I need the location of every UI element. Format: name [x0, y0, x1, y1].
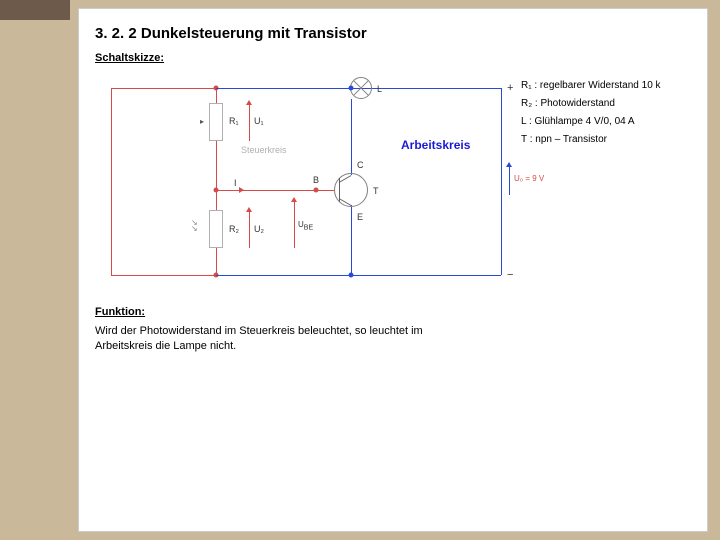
resistor-r1 — [209, 103, 223, 141]
label-l: L — [377, 84, 382, 94]
label-r2: R₂ — [229, 224, 239, 234]
node-base — [314, 188, 319, 193]
node-mid-branch — [214, 188, 219, 193]
node-lamp-top — [349, 86, 354, 91]
slide-page: 3. 2. 2 Dunkelsteuerung mit Transistor S… — [78, 8, 708, 532]
label-u0: U₀ = 9 V — [514, 174, 544, 183]
label-u1: U₁ — [254, 116, 264, 126]
u2-arrow-line — [249, 210, 250, 248]
legend-r2: R₂ : Photowiderstand — [521, 98, 615, 109]
label-plus: + — [507, 82, 513, 94]
node-emitter-bottom — [349, 273, 354, 278]
circuit-diagram: ▸ R₁ ↘↘ R₂ U₁ U₂ UBE I Steuerkreis — [91, 70, 689, 300]
wire-bottom-right — [216, 275, 501, 276]
resistor-r2 — [209, 210, 223, 248]
wire-emitter — [351, 205, 352, 275]
legend-r1: R₁ : regelbarer Widerstand 10 k — [521, 80, 661, 91]
label-arbeitskreis: Arbeitskreis — [401, 138, 470, 152]
label-u2: U₂ — [254, 224, 264, 234]
u1-arrowhead-icon — [246, 100, 252, 105]
i-arrowhead-icon — [239, 187, 244, 193]
u2-arrowhead-icon — [246, 207, 252, 212]
corner-decoration — [0, 0, 70, 20]
u1-arrow-line — [249, 103, 250, 141]
label-steuerkreis: Steuerkreis — [241, 145, 287, 155]
u0-arrow-line — [509, 165, 510, 195]
label-ube: UBE — [298, 220, 313, 232]
label-c: C — [357, 160, 364, 170]
ube-arrowhead-icon — [291, 197, 297, 202]
u0-arrowhead-icon — [506, 162, 512, 167]
page-title: 3. 2. 2 Dunkelsteuerung mit Transistor — [95, 25, 691, 42]
legend-l: L : Glühlampe 4 V/0, 04 A — [521, 116, 635, 127]
wire-left-rail — [111, 88, 112, 275]
label-b: B — [313, 175, 319, 185]
label-r1: R₁ — [229, 116, 239, 126]
ube-arrow-line — [294, 200, 295, 248]
function-text: Wird der Photowiderstand im Steuerkreis … — [95, 324, 435, 354]
r1-slider-arrow-icon: ▸ — [200, 117, 204, 126]
label-minus: − — [507, 269, 513, 281]
wire-right-rail — [501, 88, 502, 275]
wire-collector — [351, 99, 352, 175]
presentation-background: 3. 2. 2 Dunkelsteuerung mit Transistor S… — [0, 0, 720, 540]
r2-light-arrows-icon: ↘↘ — [191, 220, 198, 232]
subheading-function: Funktion: — [95, 306, 691, 318]
legend-t: T : npn – Transistor — [521, 134, 607, 145]
subheading-sketch: Schaltskizze: — [95, 52, 691, 64]
label-i: I — [234, 178, 237, 188]
wire-bottom-left — [111, 275, 216, 276]
wire-top-left — [111, 88, 216, 89]
label-t: T — [373, 186, 379, 196]
label-e: E — [357, 212, 363, 222]
